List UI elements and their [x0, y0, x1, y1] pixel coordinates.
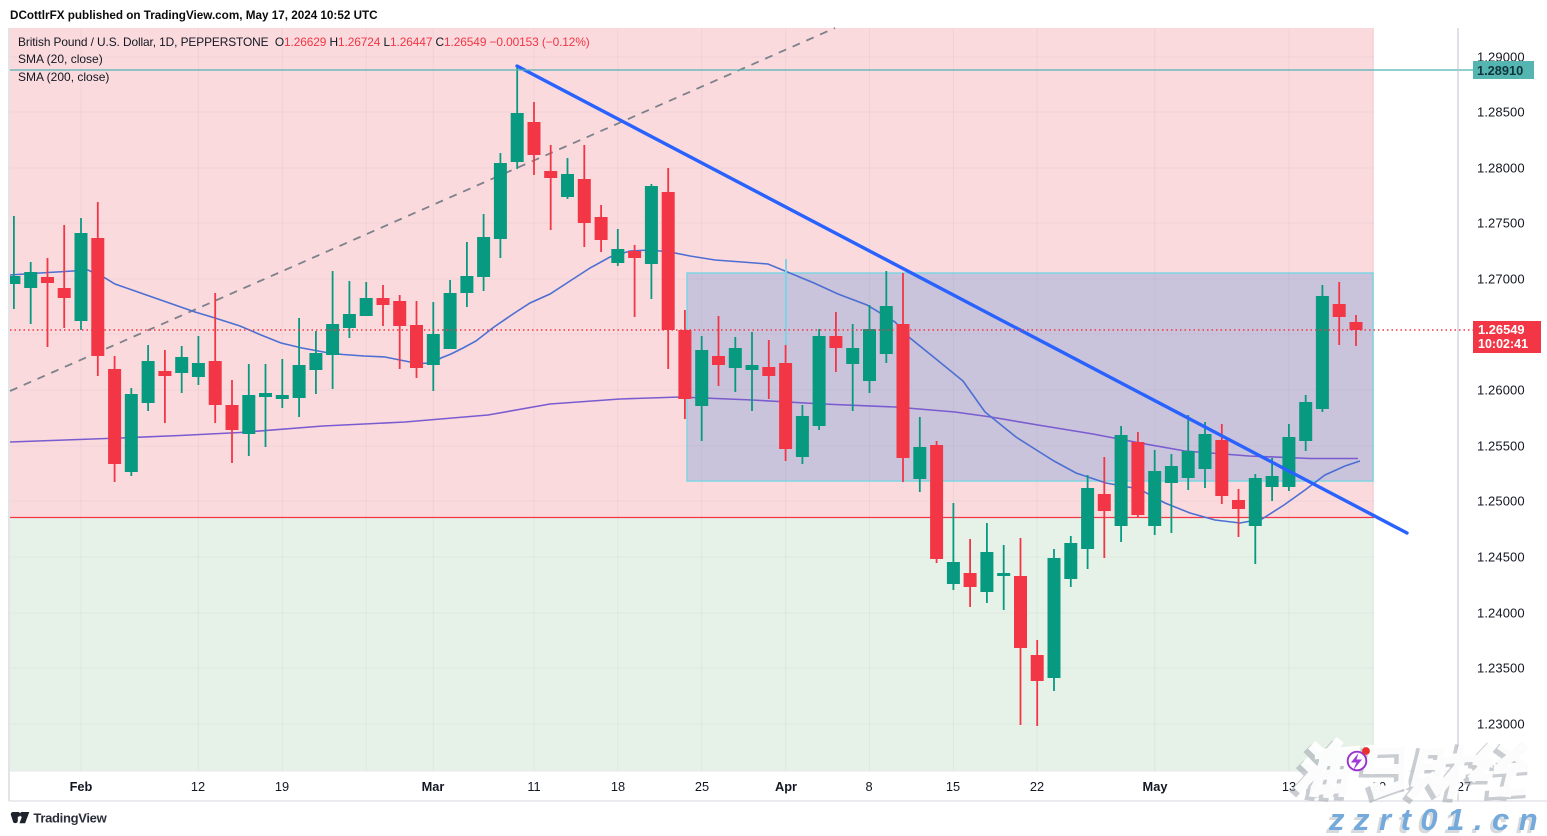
svg-text:8: 8	[865, 779, 872, 794]
svg-text:19: 19	[275, 779, 289, 794]
svg-text:SMA (200, close): SMA (200, close)	[18, 70, 109, 84]
svg-text:1.28500: 1.28500	[1477, 105, 1525, 120]
svg-text:Apr: Apr	[775, 779, 797, 794]
svg-text:Feb: Feb	[70, 779, 93, 794]
svg-text:1.27000: 1.27000	[1477, 272, 1525, 287]
svg-text:1.26549: 1.26549	[1478, 322, 1525, 337]
svg-text:25: 25	[695, 779, 709, 794]
svg-text:1.24500: 1.24500	[1477, 550, 1525, 565]
svg-text:zzrt01.cn: zzrt01.cn	[1328, 802, 1547, 836]
svg-text:1.26000: 1.26000	[1477, 383, 1525, 398]
svg-text:British Pound / U.S. Dollar, 1: British Pound / U.S. Dollar, 1D, PEPPERS…	[18, 35, 590, 49]
svg-text:TradingView: TradingView	[33, 811, 107, 826]
svg-text:1.25000: 1.25000	[1477, 494, 1525, 509]
svg-text:Mar: Mar	[422, 779, 445, 794]
svg-text:1.28910: 1.28910	[1477, 63, 1523, 78]
svg-text:1.25500: 1.25500	[1477, 439, 1525, 454]
svg-text:18: 18	[611, 779, 625, 794]
svg-text:SMA (20, close): SMA (20, close)	[18, 52, 103, 66]
svg-text:DCottlrFX published on Trading: DCottlrFX published on TradingView.com, …	[10, 9, 378, 22]
svg-text:May: May	[1143, 779, 1169, 794]
svg-text:11: 11	[527, 779, 540, 794]
svg-text:1.28000: 1.28000	[1477, 161, 1525, 176]
svg-text:1.23000: 1.23000	[1477, 717, 1525, 732]
svg-text:1.29000: 1.29000	[1477, 50, 1525, 65]
svg-text:1.24000: 1.24000	[1477, 606, 1525, 621]
svg-text:15: 15	[946, 779, 960, 794]
svg-text:1.23500: 1.23500	[1477, 661, 1525, 676]
svg-text:zzrt01.cn: zzrt01.cn	[1325, 805, 1544, 836]
svg-text:1.27500: 1.27500	[1477, 216, 1525, 231]
svg-text:22: 22	[1030, 779, 1044, 794]
svg-text:10:02:41: 10:02:41	[1478, 337, 1528, 351]
svg-text:12: 12	[191, 779, 205, 794]
